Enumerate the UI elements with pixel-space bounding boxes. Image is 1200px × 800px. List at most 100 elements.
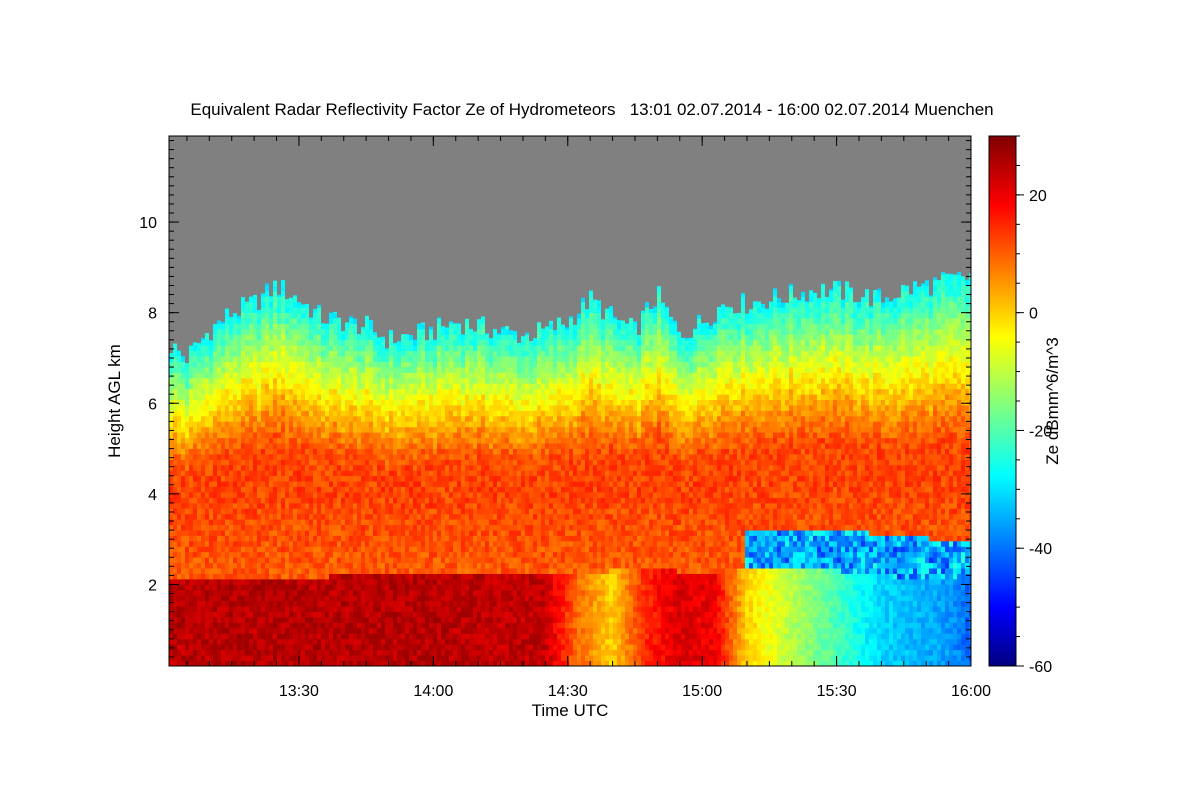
ze-cell: [389, 356, 393, 362]
ze-cell: [333, 311, 337, 313]
ze-cell: [313, 377, 317, 384]
ze-cell: [301, 557, 305, 564]
ze-cell: [237, 323, 241, 330]
ze-cell: [381, 367, 385, 373]
ze-cell: [257, 432, 261, 439]
ze-cell: [245, 584, 249, 591]
ze-cell: [449, 410, 453, 417]
ze-cell: [397, 530, 401, 536]
ze-cell: [253, 323, 257, 330]
ze-cell: [233, 329, 237, 335]
ze-cell: [457, 432, 461, 439]
ze-cell: [397, 464, 401, 471]
ze-cell: [221, 432, 225, 439]
ze-cell: [225, 546, 229, 553]
ze-cell: [217, 551, 221, 558]
ze-cell: [349, 372, 353, 379]
ze-cell: [345, 600, 349, 607]
ze-cell: [437, 361, 441, 368]
ze-cell: [437, 622, 441, 629]
ze-cell: [225, 459, 229, 466]
ze-cell: [437, 383, 441, 390]
ze-cell: [273, 388, 277, 395]
ze-cell: [373, 383, 377, 390]
ze-cell: [473, 448, 477, 455]
ze-cell: [305, 345, 309, 352]
ze-cell: [269, 339, 273, 346]
ze-cell: [389, 432, 393, 439]
ze-cell: [333, 454, 337, 460]
ze-cell: [185, 562, 189, 569]
ze-cell: [185, 459, 189, 466]
ze-cell: [365, 448, 369, 455]
ze-cell: [273, 617, 277, 623]
ze-cell: [213, 579, 217, 585]
ze-cell: [385, 611, 389, 618]
ze-cell: [317, 377, 321, 384]
ze-cell: [477, 383, 481, 390]
ze-cell: [181, 622, 185, 629]
ze-cell: [365, 318, 369, 324]
ze-cell: [241, 301, 245, 308]
ze-cell: [177, 589, 181, 596]
ze-cell: [213, 399, 217, 406]
ze-cell: [385, 388, 389, 395]
ze-cell: [273, 296, 277, 303]
ze-cell: [329, 589, 333, 596]
ze-cell: [233, 546, 237, 553]
ze-cell: [169, 557, 173, 564]
ze-cell: [353, 622, 357, 629]
ze-cell: [405, 502, 409, 509]
ze-cell: [249, 329, 253, 335]
ze-cell: [261, 296, 265, 303]
ze-cell: [241, 329, 245, 335]
ze-cell: [473, 513, 477, 520]
ze-cell: [249, 307, 253, 313]
ze-cell: [441, 589, 445, 596]
ze-cell: [197, 361, 201, 368]
ze-cell: [209, 502, 213, 509]
ze-cell: [177, 399, 181, 406]
ze-cell: [297, 318, 301, 324]
ze-cell: [189, 524, 193, 531]
ze-cell: [345, 481, 349, 487]
ze-cell: [457, 562, 461, 569]
ze-cell: [273, 372, 277, 379]
ze-cell: [393, 617, 397, 623]
ze-cell: [189, 361, 193, 368]
ze-cell: [469, 627, 473, 634]
ze-cell: [445, 405, 449, 411]
ze-cell: [461, 394, 465, 400]
ze-cell: [341, 486, 345, 493]
ze-cell: [445, 426, 449, 433]
ze-cell: [385, 573, 389, 580]
ze-cell: [285, 611, 289, 618]
ze-cell: [449, 611, 453, 618]
ze-cell: [425, 470, 429, 477]
ze-cell: [465, 481, 469, 487]
ze-cell: [301, 367, 305, 373]
ze-cell: [413, 372, 417, 379]
ze-cell: [313, 633, 317, 640]
ze-cell: [277, 377, 281, 384]
ze-cell: [377, 497, 381, 504]
ze-cell: [213, 415, 217, 422]
ze-cell: [409, 649, 413, 656]
ze-cell: [185, 546, 189, 553]
ze-cell: [261, 388, 265, 395]
ze-cell: [421, 595, 425, 602]
ze-cell: [213, 345, 217, 352]
ze-cell: [453, 437, 457, 444]
ze-cell: [373, 502, 377, 509]
ze-cell: [185, 606, 189, 612]
ze-cell: [441, 579, 445, 585]
ze-cell: [205, 649, 209, 656]
ze-cell: [309, 367, 313, 373]
ze-cell: [369, 394, 373, 400]
ze-cell: [221, 361, 225, 368]
ze-cell: [441, 421, 445, 428]
ze-cell: [361, 524, 365, 531]
ze-cell: [385, 606, 389, 612]
ze-cell: [265, 437, 269, 444]
ze-cell: [225, 502, 229, 509]
